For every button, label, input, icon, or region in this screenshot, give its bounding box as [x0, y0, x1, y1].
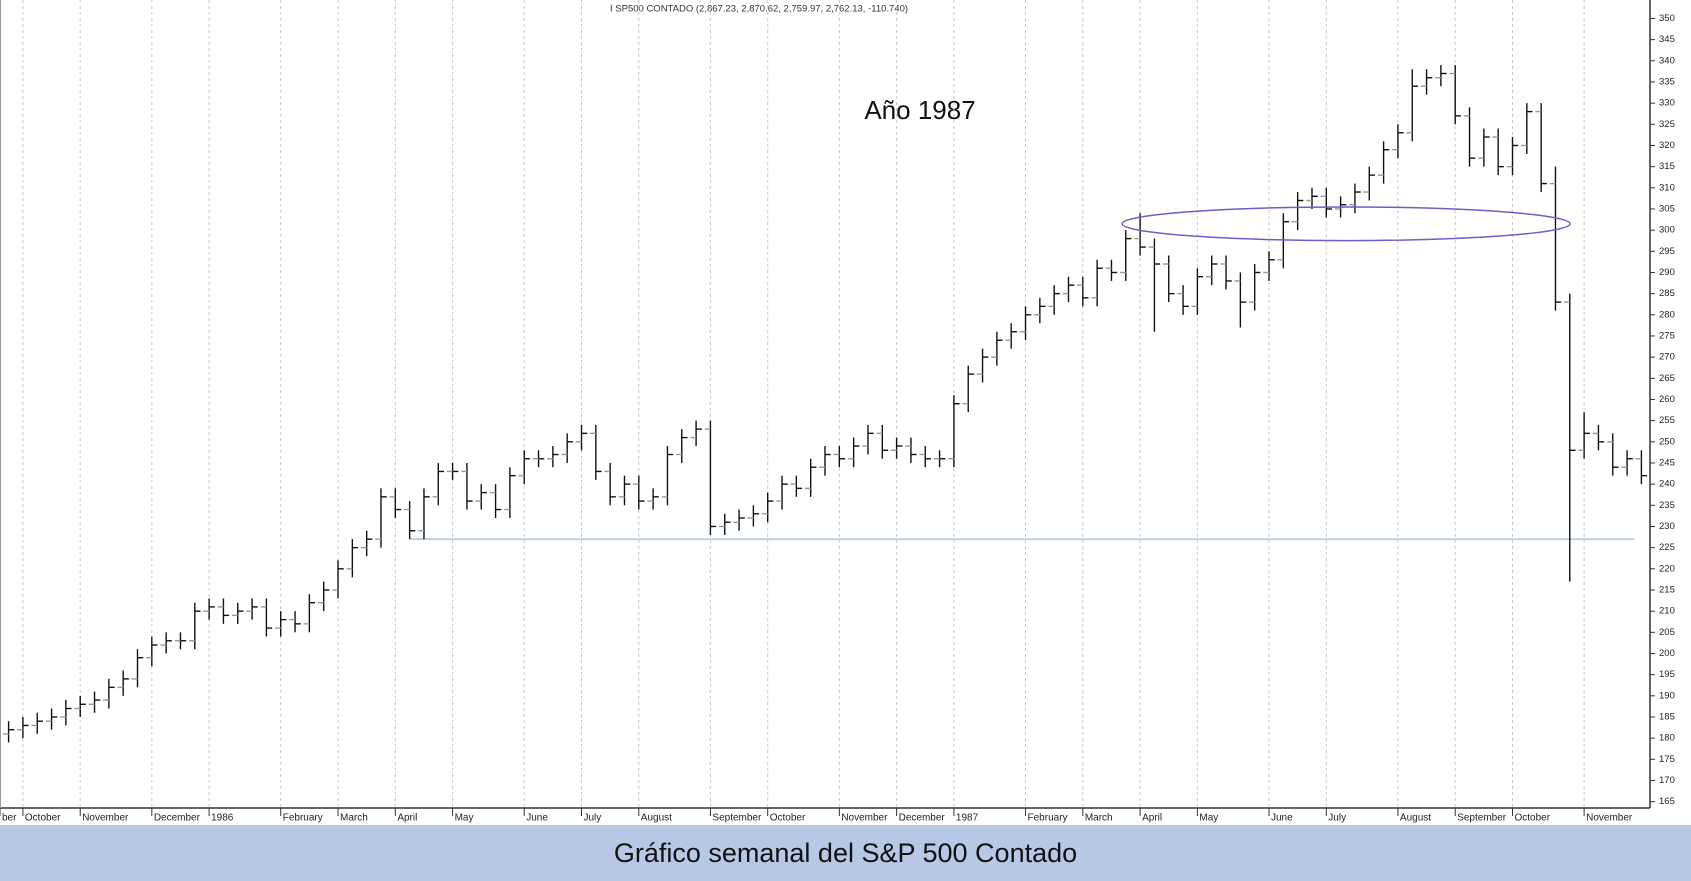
caption: Gráfico semanal del S&P 500 Contado — [0, 825, 1691, 881]
y-tick-label: 300 — [1659, 225, 1675, 236]
chart-title: I SP500 CONTADO (2,867.23, 2,870.62, 2,7… — [610, 4, 908, 15]
y-tick-label: 285 — [1659, 288, 1675, 299]
y-tick-label: 275 — [1659, 330, 1675, 341]
y-tick-label: 220 — [1659, 563, 1675, 574]
y-tick-label: 295 — [1659, 246, 1675, 257]
x-tick-label: October — [1515, 813, 1551, 824]
y-tick-label: 255 — [1659, 415, 1675, 426]
y-tick-label: 180 — [1659, 733, 1675, 744]
x-tick-label: May — [1199, 813, 1218, 824]
y-tick-label: 190 — [1659, 690, 1675, 701]
y-tick-label: 350 — [1659, 13, 1675, 24]
y-tick-label: 200 — [1659, 648, 1675, 659]
y-tick-label: 280 — [1659, 309, 1675, 320]
x-tick-label: December — [154, 813, 201, 824]
y-tick-label: 320 — [1659, 140, 1675, 151]
y-tick-label: 325 — [1659, 119, 1675, 130]
x-tick-label: 1986 — [211, 813, 234, 824]
y-tick-label: 250 — [1659, 436, 1675, 447]
y-tick-label: 225 — [1659, 542, 1675, 553]
y-tick-label: 195 — [1659, 669, 1675, 680]
y-tick-label: 205 — [1659, 627, 1675, 638]
x-tick-label: July — [584, 813, 602, 824]
y-tick-label: 235 — [1659, 500, 1675, 511]
y-tick-label: 175 — [1659, 754, 1675, 765]
x-tick-label: November — [82, 813, 129, 824]
x-tick-label: September — [712, 813, 762, 824]
y-tick-label: 310 — [1659, 182, 1675, 193]
chart: I SP500 CONTADO (2,867.23, 2,870.62, 2,7… — [0, 0, 1675, 824]
y-tick-label: 315 — [1659, 161, 1675, 172]
x-tick-label: April — [1142, 813, 1162, 824]
x-tick-label: October — [770, 813, 806, 824]
x-tick-label: June — [1271, 813, 1293, 824]
annotation: Año 1987 — [864, 95, 975, 125]
y-tick-label: 335 — [1659, 76, 1675, 87]
x-tick-label: February — [1028, 813, 1068, 824]
x-tick-label: March — [340, 813, 368, 824]
x-tick-label: December — [899, 813, 946, 824]
x-tick-label: November — [841, 813, 888, 824]
x-tick-label: May — [455, 813, 474, 824]
x-tick-label: August — [641, 813, 672, 824]
x-tick-label: 1987 — [956, 813, 979, 824]
y-tick-label: 245 — [1659, 457, 1675, 468]
x-tick-label: September — [1457, 813, 1507, 824]
y-tick-label: 260 — [1659, 394, 1675, 405]
x-tick-label: February — [283, 813, 323, 824]
x-tick-label: ber — [2, 813, 17, 824]
x-tick-label: August — [1400, 813, 1431, 824]
x-tick-label: April — [397, 813, 417, 824]
x-tick-label: October — [25, 813, 61, 824]
y-tick-label: 165 — [1659, 796, 1675, 807]
y-tick-label: 265 — [1659, 373, 1675, 384]
y-tick-label: 215 — [1659, 584, 1675, 595]
y-tick-label: 305 — [1659, 203, 1675, 214]
y-tick-label: 185 — [1659, 711, 1675, 722]
y-tick-label: 290 — [1659, 267, 1675, 278]
x-tick-label: March — [1085, 813, 1113, 824]
y-tick-label: 170 — [1659, 775, 1675, 786]
resistance-ellipse — [1121, 206, 1571, 242]
y-tick-label: 270 — [1659, 352, 1675, 363]
x-tick-label: July — [1328, 813, 1346, 824]
y-tick-label: 230 — [1659, 521, 1675, 532]
y-tick-label: 240 — [1659, 479, 1675, 490]
y-tick-label: 330 — [1659, 98, 1675, 109]
y-tick-label: 210 — [1659, 606, 1675, 617]
y-tick-label: 345 — [1659, 34, 1675, 45]
y-tick-label: 340 — [1659, 55, 1675, 66]
x-tick-label: November — [1586, 813, 1633, 824]
x-tick-label: June — [526, 813, 548, 824]
